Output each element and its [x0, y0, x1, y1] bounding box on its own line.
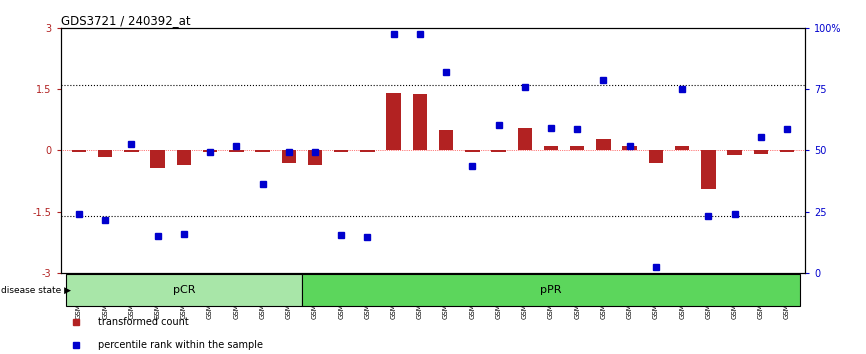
Bar — [72, 150, 87, 153]
Bar — [675, 145, 689, 150]
Bar — [439, 130, 453, 150]
Bar — [727, 150, 742, 155]
Bar — [307, 150, 322, 165]
Bar — [360, 150, 375, 153]
Bar — [465, 150, 480, 153]
Text: pCR: pCR — [172, 285, 195, 295]
Bar — [623, 145, 637, 150]
Bar — [281, 150, 296, 163]
Bar — [98, 150, 113, 156]
Bar — [597, 139, 611, 150]
Bar — [701, 150, 715, 189]
Bar — [649, 150, 663, 163]
Bar — [302, 274, 800, 306]
Bar — [413, 94, 427, 150]
Bar — [386, 93, 401, 150]
Bar — [753, 150, 768, 154]
Bar — [151, 150, 165, 167]
Bar — [544, 145, 559, 150]
Bar — [570, 145, 585, 150]
Bar — [66, 274, 302, 306]
Text: transformed count: transformed count — [98, 317, 189, 327]
Bar — [334, 150, 348, 153]
Bar — [518, 128, 532, 150]
Text: disease state ▶: disease state ▶ — [1, 286, 71, 295]
Bar — [779, 150, 794, 153]
Bar — [203, 150, 217, 153]
Text: GDS3721 / 240392_at: GDS3721 / 240392_at — [61, 14, 191, 27]
Text: percentile rank within the sample: percentile rank within the sample — [98, 340, 263, 350]
Bar — [177, 150, 191, 165]
Bar — [124, 150, 139, 153]
Text: pPR: pPR — [540, 285, 562, 295]
Bar — [229, 150, 243, 153]
Bar — [255, 150, 269, 153]
Bar — [491, 150, 506, 153]
